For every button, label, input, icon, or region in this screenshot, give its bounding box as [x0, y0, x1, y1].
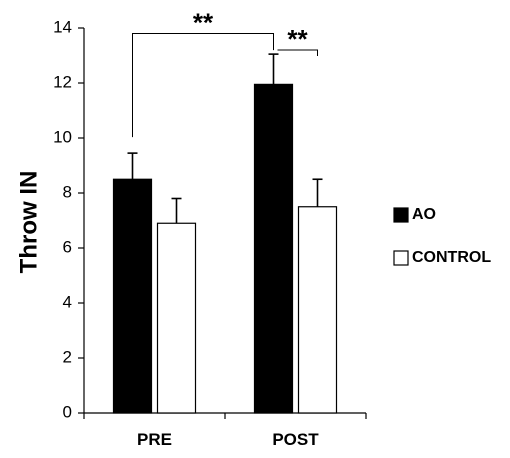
y-tick-label: 0: [63, 402, 72, 421]
bar-ao-post: [253, 83, 294, 414]
y-axis-label: Throw IN: [15, 171, 42, 274]
bar-control-pre: [156, 222, 197, 414]
bar-ao-pre: [112, 178, 153, 414]
significance-brackets: ** **: [132, 8, 318, 138]
bar-control-post: [297, 206, 338, 414]
y-tick-label: 14: [53, 17, 72, 36]
legend-swatch-ao: [393, 207, 409, 223]
y-tick-label: 12: [53, 72, 72, 91]
significance-bracket: [277, 49, 318, 56]
legend-label-control: CONTROL: [412, 249, 491, 266]
axes: 0 2 4 6 8 10 12 14 PRE POST: [53, 17, 367, 449]
y-tick-label: 6: [63, 237, 72, 256]
legend-label-ao: AO: [412, 206, 436, 223]
legend-swatch-control: [393, 250, 409, 266]
significance-bracket: [132, 33, 274, 138]
y-tick-label: 2: [63, 347, 72, 366]
bars: [112, 83, 338, 414]
y-tick-label: 8: [63, 182, 72, 201]
significance-label: **: [193, 8, 214, 38]
x-category-label: PRE: [137, 430, 172, 449]
significance-label: **: [287, 24, 308, 54]
error-bars: [127, 53, 323, 224]
y-tick-label: 4: [63, 292, 72, 311]
y-tick-label: 10: [53, 127, 72, 146]
legend: AO CONTROL: [393, 206, 491, 266]
x-category-label: POST: [272, 430, 319, 449]
